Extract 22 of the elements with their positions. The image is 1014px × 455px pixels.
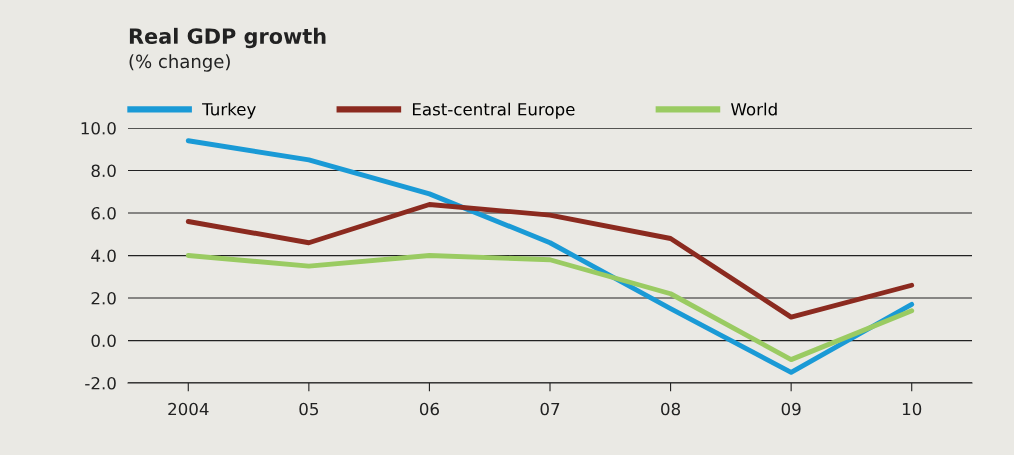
x-tick-label: 09 bbox=[781, 402, 801, 416]
x-tick-label: 06 bbox=[419, 402, 439, 416]
y-tick-label: 2.0 bbox=[91, 291, 116, 305]
x-tick-label: 10 bbox=[902, 402, 922, 416]
x-tick-label: 07 bbox=[540, 402, 560, 416]
y-tick-label: 0.0 bbox=[91, 334, 116, 348]
x-tick-label: 05 bbox=[299, 402, 319, 416]
y-tick-label: 8.0 bbox=[91, 164, 116, 178]
y-tick-label: -2.0 bbox=[85, 376, 116, 390]
chart-subtitle: (% change) bbox=[129, 54, 230, 72]
chart-title: Real GDP growth bbox=[129, 27, 326, 49]
y-tick-label: 6.0 bbox=[91, 206, 116, 220]
x-tick-label: 08 bbox=[661, 402, 681, 416]
line-series bbox=[185, 253, 915, 363]
legend-label: East-central Europe bbox=[412, 102, 575, 119]
y-tick-label: 10.0 bbox=[81, 121, 116, 135]
y-tick-label: 4.0 bbox=[91, 249, 116, 263]
line-series bbox=[185, 202, 915, 320]
legend-label: World bbox=[730, 102, 777, 116]
legend-label: Turkey bbox=[202, 102, 256, 119]
line-series bbox=[185, 138, 915, 375]
x-tick-label: 2004 bbox=[168, 402, 209, 416]
